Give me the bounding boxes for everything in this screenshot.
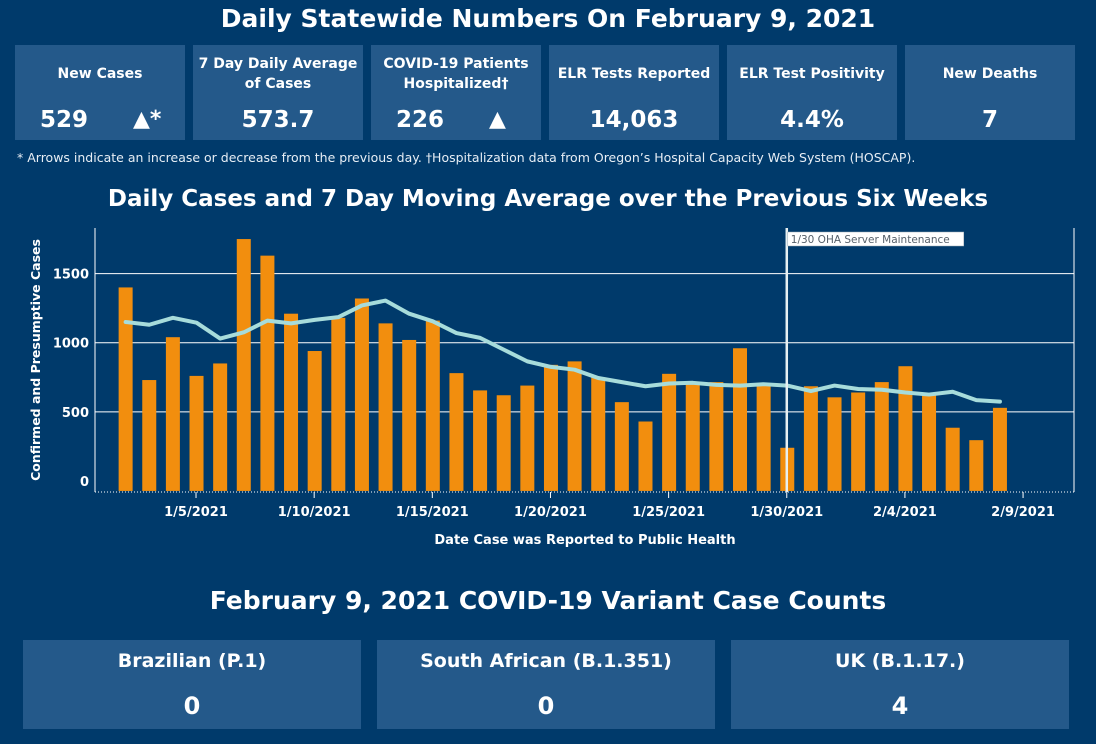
bar <box>236 239 251 491</box>
page-title: Daily Statewide Numbers On February 9, 2… <box>220 4 876 33</box>
x-axis-title: Date Case was Reported to Public Health <box>434 533 735 548</box>
elr-tests-card[interactable]: ELR Tests Reported 14,063 <box>549 45 719 140</box>
new-deaths-card[interactable]: New Deaths 7 <box>905 45 1075 140</box>
new-cases-card[interactable]: New Cases 529 ▲* <box>15 45 185 140</box>
bar <box>922 395 937 491</box>
chart-title: Daily Cases and 7 Day Moving Average ove… <box>107 186 989 212</box>
bar <box>685 384 700 491</box>
increase-arrow-icon: ▲* <box>133 107 162 132</box>
card-label: ELR Test Positivity <box>739 66 885 82</box>
bar <box>331 317 346 491</box>
bar <box>969 440 984 491</box>
bar <box>189 375 204 491</box>
variant-label: Brazilian (P.1) <box>117 650 267 672</box>
variant-count: 0 <box>537 692 555 720</box>
bar <box>425 320 440 491</box>
bar <box>733 348 748 491</box>
y-tick-label: 1000 <box>53 337 89 352</box>
bar <box>378 323 393 491</box>
card-value: 7 <box>981 107 998 133</box>
card-label: ELR Tests Reported <box>557 66 711 82</box>
bar <box>543 364 558 491</box>
bar <box>520 385 535 491</box>
bar <box>354 298 369 491</box>
bar <box>638 421 653 491</box>
variant-card-south-african[interactable]: South African (B.1.351) 0 <box>377 640 715 729</box>
bar <box>945 427 960 491</box>
x-tick-label: 2/4/2021 <box>873 505 937 520</box>
y-tick-label: 500 <box>62 406 89 421</box>
bar <box>662 373 677 491</box>
annotation-label: 1/30 OHA Server Maintenance <box>791 234 950 246</box>
bar <box>213 363 228 491</box>
bar <box>709 382 724 491</box>
y-tick-label: 0 <box>80 475 89 490</box>
footnote: * Arrows indicate an increase or decreas… <box>17 150 916 165</box>
card-label: New Cases <box>57 66 143 82</box>
bar <box>402 339 417 491</box>
variant-card-brazilian[interactable]: Brazilian (P.1) 0 <box>23 640 361 729</box>
x-tick-label: 1/30/2021 <box>750 505 823 520</box>
bar <box>165 337 180 491</box>
bar <box>260 255 275 491</box>
y-axis-title: Confirmed and Presumptive Cases <box>28 239 43 481</box>
card-label: New Deaths <box>942 66 1038 82</box>
card-label: 7 Day Daily Average of Cases <box>198 56 358 92</box>
y-tick-label: 1500 <box>53 268 89 283</box>
card-label: COVID-19 Patients Hospitalized† <box>383 56 529 92</box>
bar <box>449 373 464 491</box>
x-tick-label: 1/5/2021 <box>164 505 228 520</box>
variant-count: 0 <box>183 692 201 720</box>
bar <box>827 397 842 491</box>
bar <box>756 384 771 491</box>
moving-average-line <box>123 298 1002 404</box>
hospitalized-card[interactable]: COVID-19 Patients Hospitalized† 226 ▲ <box>371 45 541 140</box>
card-value: 573.7 <box>241 107 315 133</box>
bar <box>803 386 818 491</box>
bar <box>118 287 133 491</box>
x-tick-label: 1/25/2021 <box>632 505 705 520</box>
bar <box>284 313 299 491</box>
variant-card-uk[interactable]: UK (B.1.17.) 4 <box>731 640 1069 729</box>
bar <box>851 392 866 491</box>
variant-label: South African (B.1.351) <box>420 650 672 672</box>
card-value: 529 <box>40 107 89 133</box>
card-value: 226 <box>396 107 445 133</box>
bar <box>591 377 606 491</box>
seven-day-average-card[interactable]: 7 Day Daily Average of Cases 573.7 <box>193 45 363 140</box>
variant-count: 4 <box>891 692 909 720</box>
card-value: 14,063 <box>589 107 679 133</box>
bar <box>614 402 629 491</box>
variant-label: UK (B.1.17.) <box>835 650 965 672</box>
bar <box>307 351 322 491</box>
x-tick-label: 2/9/2021 <box>991 505 1055 520</box>
bar <box>567 361 582 491</box>
increase-arrow-icon: ▲ <box>489 107 506 132</box>
annotation-box <box>787 231 965 247</box>
card-value: 4.4% <box>780 107 844 133</box>
bar <box>496 395 511 491</box>
x-tick-label: 1/10/2021 <box>278 505 351 520</box>
bar <box>898 366 913 491</box>
x-tick-label: 1/15/2021 <box>396 505 469 520</box>
variant-section-title: February 9, 2021 COVID-19 Variant Case C… <box>209 586 887 615</box>
test-positivity-card[interactable]: ELR Test Positivity 4.4% <box>727 45 897 140</box>
x-tick-label: 1/20/2021 <box>514 505 587 520</box>
bar <box>473 390 488 491</box>
bar <box>874 382 889 491</box>
bar <box>992 407 1007 491</box>
daily-cases-chart[interactable]: 0 500 1000 1500 1/30 OHA Server Maintenance 1… <box>0 0 1096 560</box>
bar <box>142 380 157 491</box>
